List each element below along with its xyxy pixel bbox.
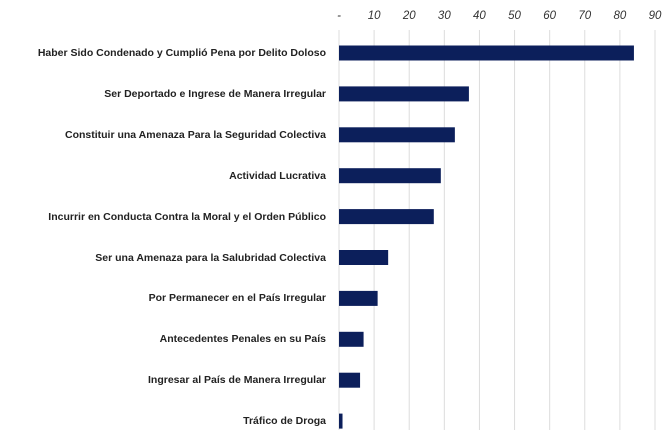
bar [339, 413, 343, 429]
x-tick-label: 80 [613, 10, 626, 22]
y-tick-label: Constituir una Amenaza Para la Seguridad… [64, 128, 326, 141]
x-tick-label: 70 [578, 10, 591, 22]
x-tick-label: 90 [649, 10, 662, 22]
x-tick-label: 60 [543, 10, 556, 22]
y-tick-label: Haber Sido Condenado y Cumplió Pena por … [37, 47, 326, 59]
y-tick-label: Antecedentes Penales en su País [159, 333, 326, 346]
y-tick-label: Por Permanecer en el País Irregular [148, 292, 326, 305]
bar [339, 168, 441, 184]
bar [339, 331, 364, 347]
y-tick-label: Ingresar al País de Manera Irregular [148, 374, 326, 387]
x-tick-label: 30 [438, 10, 451, 22]
bar [339, 86, 469, 102]
y-tick-label: Ser una Amenaza para la Salubridad Colec… [95, 251, 326, 264]
y-tick-label: Tráfico de Droga [243, 415, 326, 428]
x-tick-label: 50 [508, 10, 521, 22]
y-tick-label: Incurrir en Conducta Contra la Moral y e… [48, 210, 326, 223]
y-tick-label: Actividad Lucrativa [229, 169, 326, 182]
y-tick-label: Ser Deportado e Ingrese de Manera Irregu… [104, 87, 326, 100]
x-tick-label: 20 [402, 10, 416, 22]
bar [339, 127, 455, 143]
bar [339, 209, 434, 225]
x-tick-label: 10 [368, 10, 381, 22]
x-tick-label: 40 [473, 10, 486, 22]
bar [339, 250, 389, 265]
x-tick-label: - [337, 10, 341, 22]
bar [339, 290, 378, 306]
bar [339, 372, 361, 388]
bar [339, 45, 634, 61]
